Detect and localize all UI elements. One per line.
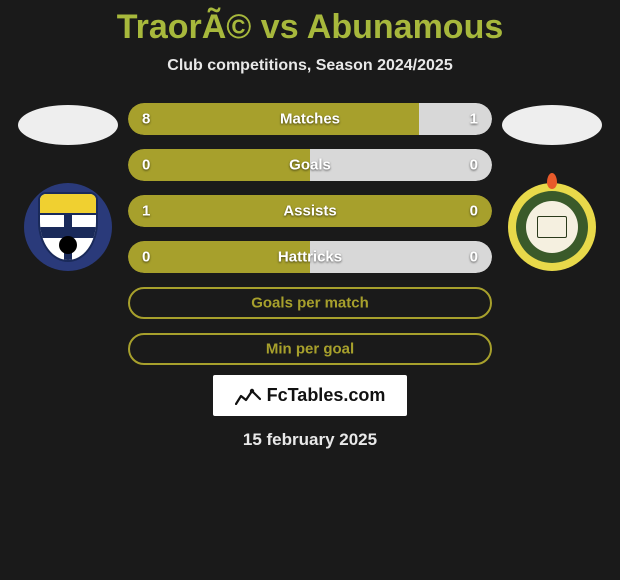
stat-value-left: 8 bbox=[142, 111, 150, 128]
stat-bar: 1 Assists 0 bbox=[128, 195, 492, 227]
stat-label: Matches bbox=[280, 111, 340, 128]
stat-bar: 0 Hattricks 0 bbox=[128, 241, 492, 273]
stat-label: Assists bbox=[283, 203, 336, 220]
date-label: 15 february 2025 bbox=[243, 430, 377, 450]
book-icon bbox=[537, 216, 567, 238]
subtitle: Club competitions, Season 2024/2025 bbox=[167, 57, 452, 75]
stat-label: Hattricks bbox=[278, 249, 342, 266]
brand-chart-icon bbox=[235, 387, 261, 405]
stat-label: Min per goal bbox=[266, 341, 354, 358]
stat-bar: Min per goal bbox=[128, 333, 492, 365]
left-team-crest bbox=[24, 183, 112, 271]
pitch-ellipse bbox=[502, 105, 602, 145]
stat-bar: Goals per match bbox=[128, 287, 492, 319]
stat-value-right: 0 bbox=[470, 249, 478, 266]
stat-label: Goals per match bbox=[251, 295, 369, 312]
left-shield-icon bbox=[38, 192, 98, 262]
stat-value-left: 1 bbox=[142, 203, 150, 220]
stat-value-left: 0 bbox=[142, 157, 150, 174]
stat-fill-left bbox=[128, 149, 310, 181]
stat-value-right: 0 bbox=[470, 203, 478, 220]
stat-value-right: 1 bbox=[470, 111, 478, 128]
stat-value-left: 0 bbox=[142, 249, 150, 266]
comparison-row: 8 Matches 1 0 Goals 0 1 Assists 0 0 Hattricks 0 Goal… bbox=[0, 105, 620, 365]
right-team-column bbox=[492, 105, 612, 271]
brand-badge: FcTables.com bbox=[213, 375, 408, 416]
stat-label: Goals bbox=[289, 157, 331, 174]
footer: FcTables.com 15 february 2025 bbox=[213, 375, 408, 450]
right-team-crest bbox=[508, 183, 596, 271]
stat-fill-left bbox=[128, 103, 419, 135]
brand-label: FcTables.com bbox=[267, 385, 386, 406]
stat-fill-right bbox=[419, 103, 492, 135]
flame-icon bbox=[547, 173, 557, 189]
stat-bar: 0 Goals 0 bbox=[128, 149, 492, 181]
stat-value-right: 0 bbox=[470, 157, 478, 174]
stat-bar: 8 Matches 1 bbox=[128, 103, 492, 135]
pitch-ellipse bbox=[18, 105, 118, 145]
ball-icon bbox=[59, 236, 77, 254]
page-title: TraorÃ© vs Abunamous bbox=[117, 8, 504, 47]
stats-column: 8 Matches 1 0 Goals 0 1 Assists 0 0 Hattricks 0 Goal… bbox=[128, 103, 492, 365]
left-team-column bbox=[8, 105, 128, 271]
stat-fill-right bbox=[310, 149, 492, 181]
